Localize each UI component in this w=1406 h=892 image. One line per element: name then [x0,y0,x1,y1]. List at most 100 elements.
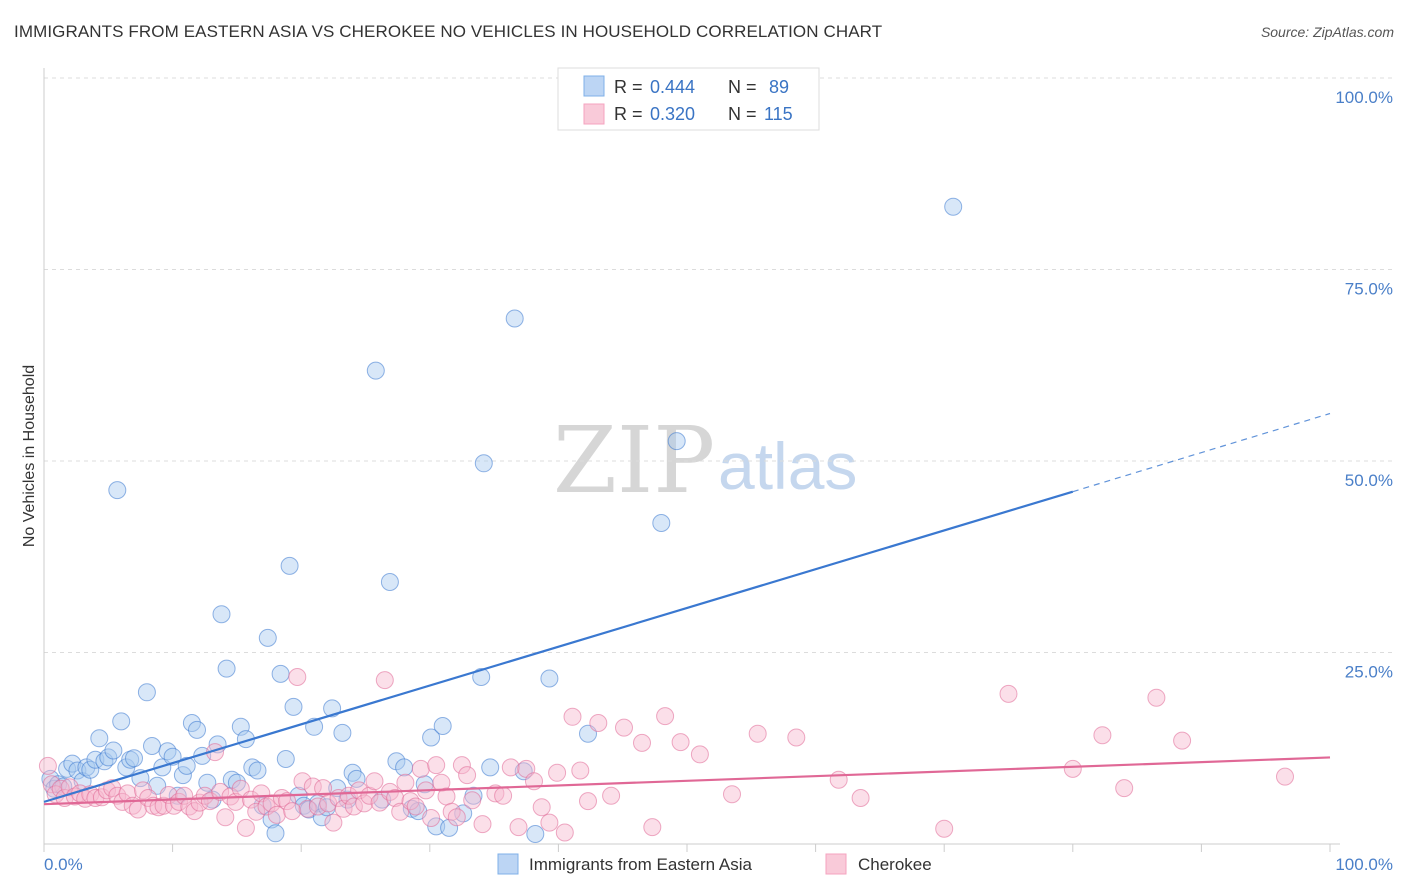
data-point [935,819,954,838]
trend-line-extension [1072,412,1331,493]
data-point [158,742,177,761]
data-point [1173,731,1192,750]
data-point [458,766,477,785]
data-point [247,802,266,821]
data-point [293,772,312,791]
data-point [1115,779,1134,798]
y-tick-labels: 25.0% 50.0% 75.0% 100.0% [1335,88,1393,682]
legend-r-value: 0.444 [650,77,695,97]
watermark-zip: ZIP [553,407,715,514]
data-point [177,756,196,775]
trend-line-eastern-asia [43,490,1074,803]
legend-r-value: 0.320 [650,104,695,124]
legend-n-value: 89 [769,77,789,97]
data-point [380,573,399,591]
legend-n-label: N = [728,77,757,97]
series-swatch-eastern-asia [497,853,519,875]
data-point [540,813,559,832]
data-point [278,792,297,811]
data-point [266,824,285,843]
data-point [463,791,482,810]
stats-legend: R = 0.444 N = 89 R = 0.320 N = 115 [557,67,820,131]
data-point [652,514,671,532]
y-axis-title: No Vehicles in Household [21,365,38,547]
data-point [1147,688,1166,707]
data-point [112,712,131,731]
data-point [396,773,415,792]
data-point [427,756,446,775]
data-point [283,802,302,821]
x-tick-label: 100.0% [1335,855,1393,874]
data-point [276,750,295,768]
data-point [258,628,277,647]
y-tick-label: 50.0% [1345,471,1393,490]
data-point [411,759,430,778]
legend-swatch-blue [583,75,605,97]
data-point [526,825,545,843]
data-point [284,697,303,716]
data-point [509,818,528,837]
data-point [339,786,358,805]
data-point [447,808,466,827]
data-point [1063,759,1082,778]
data-point [452,756,471,775]
data-point [395,758,414,777]
data-point [667,432,686,451]
trend-line-cherokee [43,756,1331,806]
data-point [690,745,709,764]
data-point [173,766,192,785]
data-point [308,797,327,816]
data-point [944,197,963,216]
data-point [501,758,520,777]
series-eastern-asia-points [41,197,963,843]
data-point [60,778,79,797]
data-point [366,361,385,380]
data-point [212,605,231,624]
data-point [324,813,343,832]
data-point [571,761,590,780]
data-point [643,818,662,837]
data-point [42,775,61,794]
data-point [442,802,461,821]
series-label-cherokee: Cherokee [858,855,932,874]
y-tick-label: 25.0% [1345,663,1393,682]
data-point [615,718,633,737]
data-point [540,669,559,688]
data-point [195,786,214,805]
data-point [602,786,621,805]
data-point [347,769,366,788]
data-point [999,684,1018,703]
data-point [748,724,767,743]
data-point [375,671,394,690]
data-point [671,733,690,752]
data-point [333,723,352,742]
data-point [104,741,123,760]
data-point [288,668,307,686]
trend-lines [43,412,1331,806]
data-point [427,817,446,836]
data-point [125,749,143,768]
data-point [143,737,161,755]
data-point [548,763,567,782]
source-credit: Source: ZipAtlas.com [1260,24,1394,40]
data-point [1093,726,1112,745]
data-point [579,792,597,811]
data-point [108,481,127,500]
data-point [154,796,173,815]
data-point [211,782,230,801]
series-label-eastern-asia: Immigrants from Eastern Asia [529,855,753,874]
data-points [38,197,1294,843]
data-point [365,772,384,791]
data-point [1276,767,1294,786]
legend-r-label: R = [614,104,643,124]
gridlines [44,77,1394,653]
data-point [474,454,493,473]
data-point [401,792,420,811]
series-cherokee-points [38,668,1294,842]
data-point [656,707,675,726]
series-swatch-cherokee [825,853,847,875]
data-point [432,773,451,792]
data-point [81,760,100,779]
series-legend: Immigrants from Eastern Asia Cherokee [497,853,932,875]
